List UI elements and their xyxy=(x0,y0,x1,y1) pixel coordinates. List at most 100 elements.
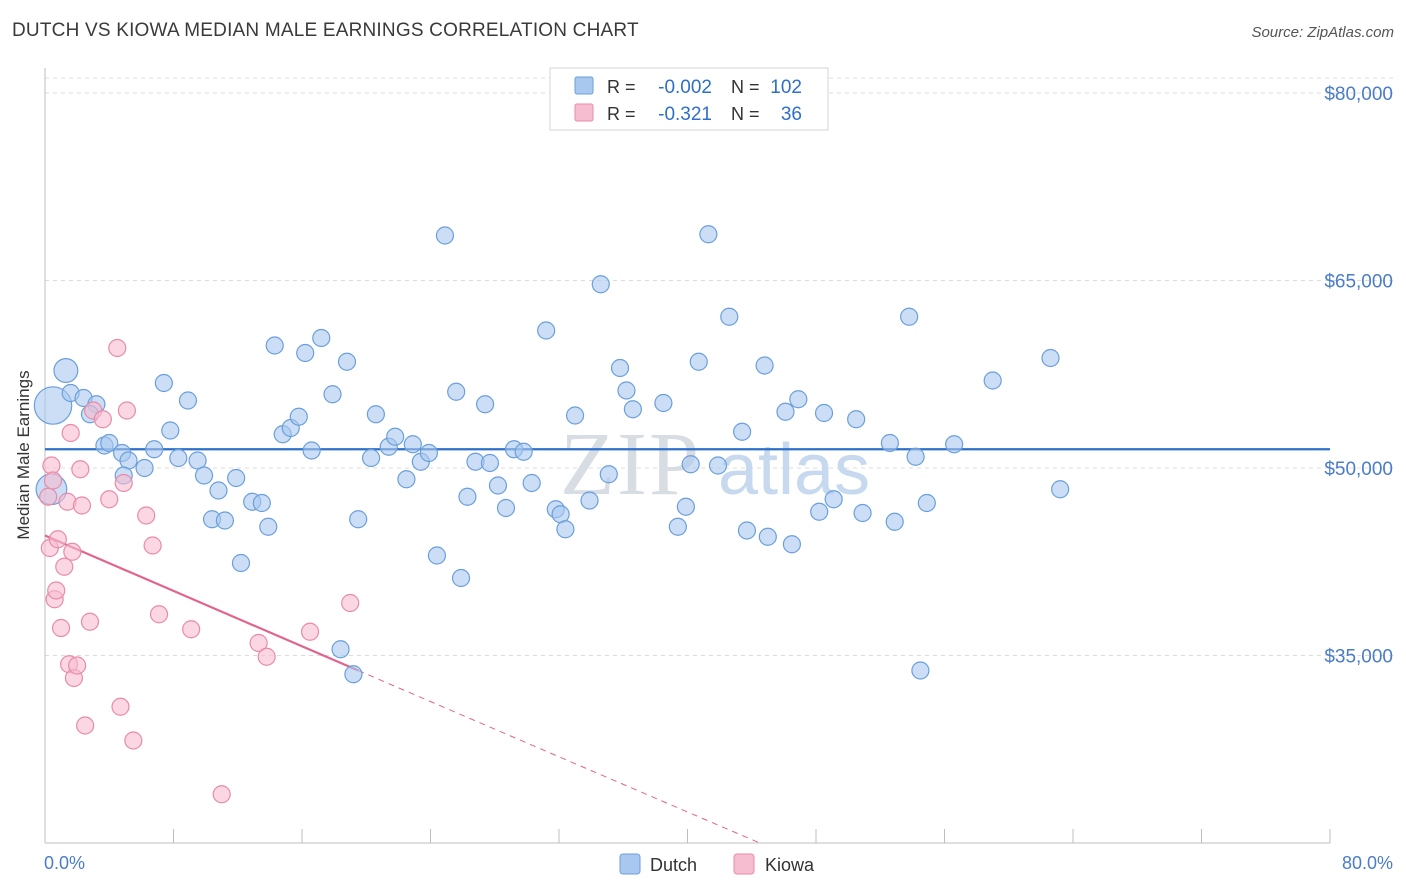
dutch-point-33 xyxy=(302,441,321,460)
dutch-point-14 xyxy=(154,373,173,393)
dutch-point-24 xyxy=(231,553,251,573)
dutch-point-8 xyxy=(100,433,119,453)
dutch-point-47 xyxy=(419,443,438,463)
source-label: Source: ZipAtlas.com xyxy=(1251,24,1394,41)
dutch-point-77 xyxy=(699,225,718,244)
dutch-point-99 xyxy=(983,371,1002,390)
kiowa-trend-line xyxy=(44,534,359,672)
dutch-swatch xyxy=(574,76,594,95)
dutch-point-54 xyxy=(476,395,495,414)
dutch-point-16 xyxy=(169,448,188,468)
dutch-point-80 xyxy=(733,422,752,441)
kiowa-point-15 xyxy=(71,460,90,479)
x-tick-label-max: 80.0% xyxy=(1342,853,1393,873)
dutch-point-90 xyxy=(847,410,866,429)
kiowa-point-17 xyxy=(76,716,95,735)
dutch-point-32 xyxy=(296,343,315,363)
dutch-point-96 xyxy=(911,661,930,680)
dutch-point-63 xyxy=(551,505,570,524)
dutch-point-23 xyxy=(227,468,246,488)
axes xyxy=(44,68,1331,844)
dutch-point-50 xyxy=(447,382,466,401)
dutch-point-35 xyxy=(323,385,342,404)
dutch-point-82 xyxy=(755,356,774,375)
dutch-point-39 xyxy=(349,510,368,529)
chart-title: DUTCH VS KIOWA MEDIAN MALE EARNINGS CORR… xyxy=(12,20,639,41)
dutch-point-59 xyxy=(514,442,533,461)
dutch-point-36 xyxy=(331,640,350,659)
y-tick-label-2: $65,000 xyxy=(1324,272,1393,293)
dutch-point-84 xyxy=(776,402,795,421)
kiowa-point-21 xyxy=(100,490,119,509)
dutch-point-71 xyxy=(623,400,642,419)
kiowa-point-16 xyxy=(72,496,92,515)
kiowa-point-14 xyxy=(68,656,87,675)
dutch-point-17 xyxy=(178,391,198,410)
legend-kiowa-swatch xyxy=(733,853,755,875)
x-tick-labels: 0.0% 80.0% xyxy=(44,853,1393,873)
dutch-point-70 xyxy=(617,381,636,400)
dutch-point-73 xyxy=(668,517,687,536)
dutch-point-65 xyxy=(565,406,585,425)
dutch-point-93 xyxy=(885,512,904,531)
dutch-r-value: -0.002 xyxy=(658,77,712,98)
kiowa-point-0 xyxy=(39,487,58,506)
kiowa-trend-line-extension xyxy=(358,670,760,844)
kiowa-point-3 xyxy=(43,471,63,490)
dutch-point-56 xyxy=(488,476,508,495)
dutch-point-76 xyxy=(689,352,708,371)
dutch-point-91 xyxy=(853,503,872,523)
dutch-point-27 xyxy=(259,517,278,536)
kiowa-point-22 xyxy=(108,338,127,358)
kiowa-point-6 xyxy=(48,530,67,549)
dutch-point-38 xyxy=(344,665,363,684)
dutch-point-41 xyxy=(366,405,385,424)
kiowa-point-33 xyxy=(257,647,276,666)
dutch-point-79 xyxy=(720,307,739,326)
kiowa-point-7 xyxy=(51,618,71,638)
kiowa-point-20 xyxy=(93,410,112,429)
dutch-point-98 xyxy=(945,435,964,454)
kiowa-point-28 xyxy=(143,536,162,555)
dutch-point-87 xyxy=(810,502,829,521)
y-tick-label-1: $50,000 xyxy=(1324,459,1393,480)
dutch-point-37 xyxy=(337,352,357,371)
dutch-point-51 xyxy=(451,568,471,588)
dutch-point-45 xyxy=(403,435,422,454)
dutch-point-26 xyxy=(252,493,271,513)
kiowa-point-35 xyxy=(341,593,360,613)
dutch-point-34 xyxy=(312,328,331,348)
dutch-point-83 xyxy=(758,527,777,546)
stats-legend-box xyxy=(549,67,829,131)
kiowa-point-12 xyxy=(63,542,82,561)
dutch-point-13 xyxy=(145,440,164,459)
kiowa-point-27 xyxy=(137,506,156,525)
kiowa-point-2 xyxy=(42,456,61,475)
dutch-point-55 xyxy=(480,453,500,473)
trend-lines xyxy=(44,448,1330,844)
dutch-point-57 xyxy=(496,498,516,518)
dutch-point-100 xyxy=(1041,348,1060,368)
legend-kiowa-label: Kiowa xyxy=(765,855,815,875)
kiowa-point-5 xyxy=(47,581,66,600)
watermark-atlas: atlas xyxy=(718,430,870,510)
dutch-point-49 xyxy=(435,226,455,245)
kiowa-point-18 xyxy=(80,612,100,631)
dutch-point-43 xyxy=(386,427,405,446)
dutch-point-94 xyxy=(900,307,919,326)
dutch-point-28 xyxy=(265,336,284,355)
dutch-point-31 xyxy=(289,407,308,426)
dutch-point-75 xyxy=(681,455,700,474)
dutch-point-44 xyxy=(397,470,416,489)
dutch-point-88 xyxy=(814,403,834,423)
dutch-point-18 xyxy=(188,451,207,470)
dutch-point-97 xyxy=(917,493,936,513)
kiowa-point-24 xyxy=(114,473,133,493)
dutch-point-85 xyxy=(782,535,802,554)
dutch-point-69 xyxy=(610,358,630,378)
y-tick-label-3: $80,000 xyxy=(1324,84,1393,105)
dutch-point-67 xyxy=(591,275,610,294)
kiowa-swatch xyxy=(574,103,594,122)
stats-legend: R = -0.002 N = 102 R = -0.321 N = 36 xyxy=(549,67,829,131)
